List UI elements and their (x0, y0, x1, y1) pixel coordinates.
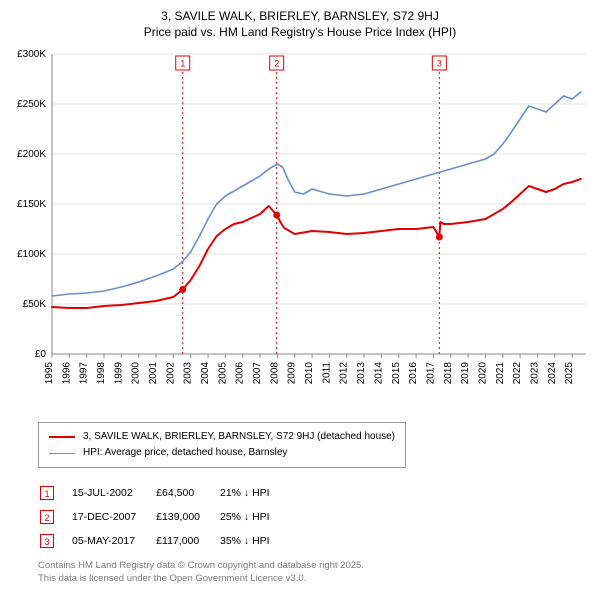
sale-delta: 21% ↓ HPI (220, 482, 288, 504)
sale-marker-badge: 3 (40, 534, 54, 548)
svg-text:2016: 2016 (408, 362, 419, 385)
svg-text:2009: 2009 (287, 362, 298, 385)
sale-price: £139,000 (156, 506, 218, 528)
svg-text:2013: 2013 (356, 362, 367, 385)
svg-text:1999: 1999 (113, 362, 124, 385)
sale-price: £117,000 (156, 530, 218, 552)
sale-date: 05-MAY-2017 (72, 530, 154, 552)
svg-text:£250K: £250K (17, 99, 46, 110)
sales-table: 1 15-JUL-2002£64,50021% ↓ HPI 2 17-DEC-2007… (38, 480, 290, 554)
svg-text:2020: 2020 (477, 362, 488, 385)
svg-text:£150K: £150K (17, 199, 46, 210)
sale-delta: 35% ↓ HPI (220, 530, 288, 552)
svg-text:1997: 1997 (79, 362, 90, 385)
svg-text:2007: 2007 (252, 362, 263, 385)
svg-text:1: 1 (180, 59, 185, 69)
svg-text:2023: 2023 (529, 362, 540, 385)
svg-text:£200K: £200K (17, 149, 46, 160)
svg-text:2024: 2024 (547, 362, 558, 385)
svg-text:2021: 2021 (495, 362, 506, 385)
footer-line-1: Contains HM Land Registry data © Crown c… (38, 560, 592, 573)
table-row: 1 15-JUL-2002£64,50021% ↓ HPI (40, 482, 288, 504)
svg-text:1996: 1996 (61, 362, 72, 385)
legend-row: HPI: Average price, detached house, Barn… (49, 445, 395, 461)
svg-text:2005: 2005 (217, 362, 228, 385)
legend-label: 3, SAVILE WALK, BRIERLEY, BARNSLEY, S72 … (83, 429, 395, 445)
legend-swatch (49, 453, 75, 454)
svg-text:2008: 2008 (269, 362, 280, 385)
sale-delta: 25% ↓ HPI (220, 506, 288, 528)
svg-text:2019: 2019 (460, 362, 471, 385)
svg-text:2010: 2010 (304, 362, 315, 385)
svg-text:2014: 2014 (373, 362, 384, 385)
title-line-2: Price paid vs. HM Land Registry's House … (8, 24, 592, 40)
svg-text:£50K: £50K (23, 299, 47, 310)
svg-text:2011: 2011 (321, 362, 332, 384)
chart-container: £0 £50K £100K £150K £200K £250K £300K 1995 1996 1… (8, 44, 592, 414)
svg-text:2000: 2000 (131, 362, 142, 385)
legend: 3, SAVILE WALK, BRIERLEY, BARNSLEY, S72 … (38, 422, 406, 468)
svg-text:2017: 2017 (425, 362, 436, 385)
svg-text:1995: 1995 (44, 362, 55, 385)
svg-text:2012: 2012 (339, 362, 350, 385)
sale-marker-badge: 2 (40, 510, 54, 524)
svg-text:1998: 1998 (96, 362, 107, 385)
sale-price: £64,500 (156, 482, 218, 504)
legend-row: 3, SAVILE WALK, BRIERLEY, BARNSLEY, S72 … (49, 429, 395, 445)
table-row: 2 17-DEC-2007£139,00025% ↓ HPI (40, 506, 288, 528)
attribution-footer: Contains HM Land Registry data © Crown c… (38, 560, 592, 586)
table-row: 3 05-MAY-2017£117,00035% ↓ HPI (40, 530, 288, 552)
sale-date: 17-DEC-2007 (72, 506, 154, 528)
legend-label: HPI: Average price, detached house, Barn… (83, 445, 287, 461)
svg-text:£0: £0 (35, 349, 47, 360)
svg-text:2: 2 (274, 59, 279, 69)
svg-text:2001: 2001 (148, 362, 159, 385)
svg-text:3: 3 (437, 59, 442, 69)
svg-text:2003: 2003 (183, 362, 194, 385)
svg-text:2018: 2018 (443, 362, 454, 385)
svg-text:2002: 2002 (165, 362, 176, 385)
sale-date: 15-JUL-2002 (72, 482, 154, 504)
legend-swatch (49, 436, 75, 438)
svg-text:£300K: £300K (17, 49, 46, 60)
title-line-1: 3, SAVILE WALK, BRIERLEY, BARNSLEY, S72 … (8, 8, 592, 24)
svg-text:2004: 2004 (200, 362, 211, 385)
footer-line-2: This data is licensed under the Open Gov… (38, 573, 592, 586)
svg-text:2006: 2006 (235, 362, 246, 385)
chart-title-block: 3, SAVILE WALK, BRIERLEY, BARNSLEY, S72 … (8, 8, 592, 40)
svg-text:2025: 2025 (564, 362, 575, 385)
svg-text:2022: 2022 (512, 362, 523, 385)
line-chart: £0 £50K £100K £150K £200K £250K £300K 1995 1996 1… (8, 44, 592, 414)
svg-text:£100K: £100K (17, 249, 46, 260)
svg-text:2015: 2015 (391, 362, 402, 385)
sale-marker-badge: 1 (40, 486, 54, 500)
